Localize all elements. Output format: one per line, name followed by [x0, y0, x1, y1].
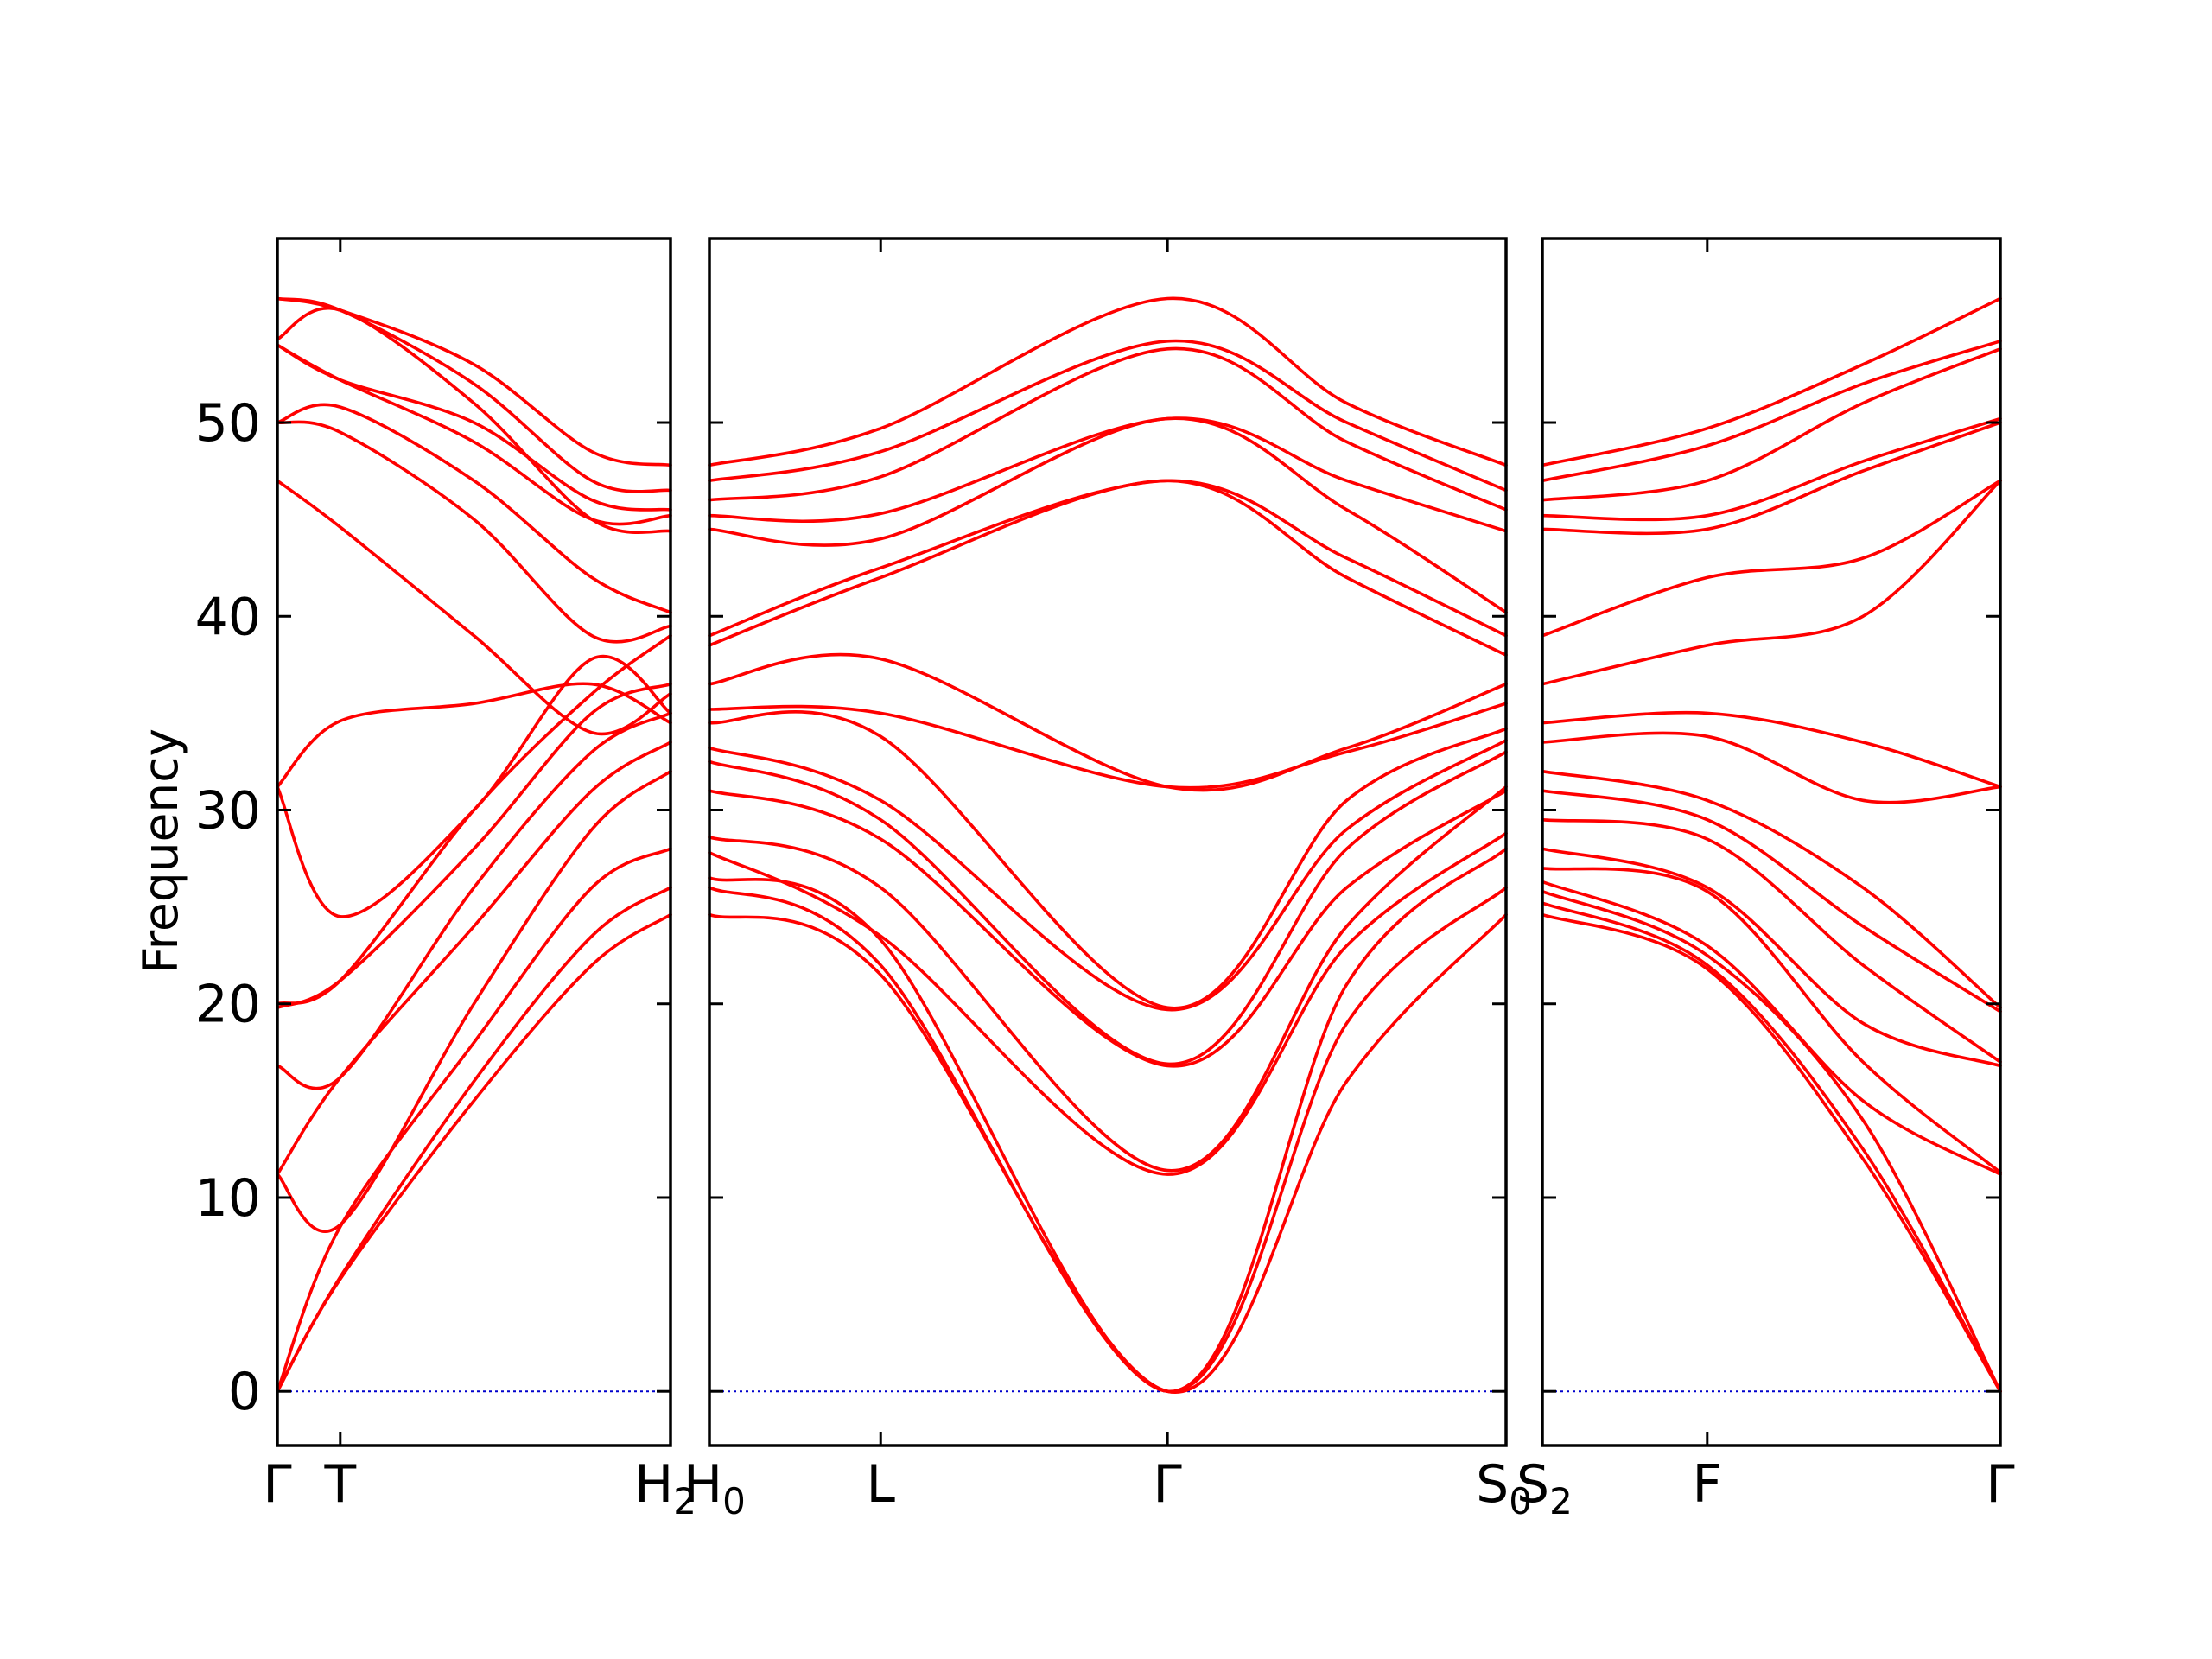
band-right-9	[1541, 769, 2002, 1009]
panel-right: S2 F Γ	[1516, 237, 2015, 1522]
band-left-4	[276, 769, 672, 1233]
band-right-4	[1541, 880, 2002, 1176]
x-tick-label: T	[323, 1454, 356, 1515]
band-left-12	[276, 420, 672, 644]
band-left-11	[276, 479, 672, 736]
x-tick-label: S2	[1516, 1454, 1573, 1522]
band-middle-5	[708, 785, 1508, 1173]
y-tick-label: 20	[195, 975, 261, 1035]
band-right-15	[1541, 416, 2002, 522]
band-middle-6	[708, 789, 1508, 1068]
x-tick-label: L	[867, 1454, 896, 1515]
band-right-5	[1541, 867, 2002, 1174]
band-left-10	[276, 682, 672, 789]
band-middle-4	[708, 831, 1508, 1176]
band-right-11	[1541, 710, 2002, 789]
band-middle-15	[708, 416, 1508, 533]
band-left-13	[276, 403, 672, 614]
band-right-2	[1541, 901, 2002, 1393]
y-tick-label: 40	[195, 587, 261, 647]
x-tick-label: H2	[634, 1454, 696, 1522]
panel-left: Γ T H2	[263, 237, 696, 1522]
band-left-3	[276, 847, 672, 1393]
band-right-7	[1541, 817, 2002, 1064]
band-middle-14	[708, 416, 1508, 614]
band-middle-8	[708, 739, 1508, 1012]
band-middle-17	[708, 339, 1508, 493]
band-right-12	[1541, 479, 2002, 686]
band-right-1	[1541, 912, 2002, 1393]
x-tick-label: Γ	[263, 1454, 292, 1515]
band-right-10	[1541, 731, 2002, 804]
panel-frame	[1541, 237, 2002, 1447]
y-tick-label: 0	[228, 1362, 261, 1422]
band-left-18	[276, 296, 672, 467]
band-right-8	[1541, 789, 2002, 1014]
y-tick-label: 10	[195, 1168, 261, 1229]
band-right-13	[1541, 479, 2002, 638]
band-right-18	[1541, 296, 2002, 467]
y-axis-label: Frequency	[133, 728, 188, 974]
panel-frame	[276, 237, 672, 1447]
y-tick-label: 50	[195, 393, 261, 454]
panel-frame	[708, 237, 1508, 1447]
band-middle-11	[708, 652, 1508, 792]
band-middle-3	[708, 847, 1508, 1394]
x-tick-label: Γ	[1986, 1454, 2015, 1515]
panel-middle: H0 L Γ S0	[683, 237, 1532, 1522]
band-right-17	[1541, 340, 2002, 483]
band-middle-12	[708, 479, 1508, 657]
x-tick-label: F	[1693, 1454, 1723, 1515]
x-tick-label: Γ	[1153, 1454, 1182, 1515]
band-right-14	[1541, 421, 2002, 536]
y-tick-label: 30	[195, 781, 261, 842]
band-left-15	[276, 343, 672, 512]
y-axis: 0 10 20 30 40 50	[195, 393, 261, 1422]
band-middle-7	[708, 750, 1508, 1066]
band-right-6	[1541, 847, 2002, 1068]
x-tick-label: S0	[1476, 1454, 1532, 1522]
band-left-5	[276, 741, 672, 1176]
band-left-17	[276, 296, 672, 493]
band-middle-10	[708, 702, 1508, 790]
band-left-14	[276, 343, 672, 526]
band-middle-18	[708, 296, 1508, 467]
band-left-6	[276, 711, 672, 1090]
band-middle-13	[708, 479, 1508, 638]
band-left-16	[276, 306, 672, 535]
x-tick-label: H0	[683, 1454, 746, 1522]
band-middle-16	[708, 346, 1508, 512]
band-left-9	[276, 654, 672, 918]
band-right-16	[1541, 347, 2002, 502]
band-left-2	[276, 886, 672, 1393]
band-middle-9	[708, 710, 1508, 1010]
